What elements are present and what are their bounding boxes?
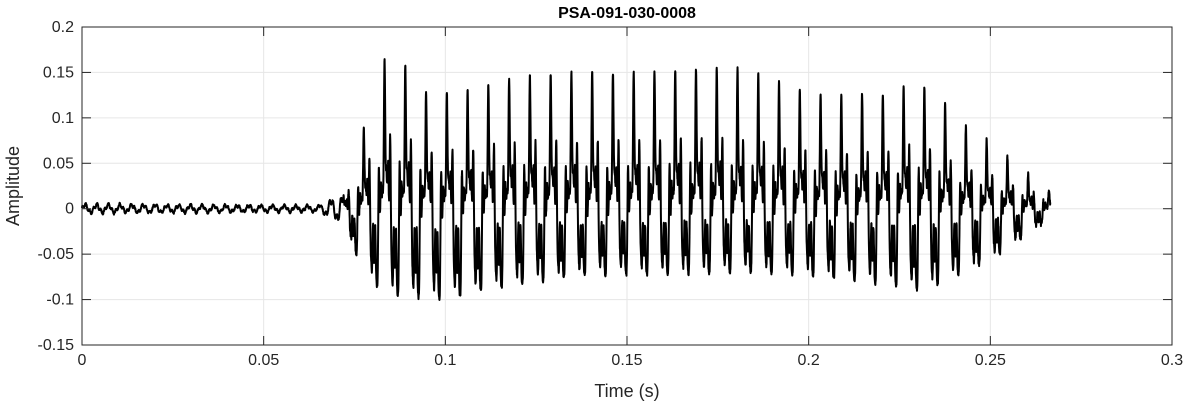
waveform-line xyxy=(81,58,1052,301)
x-tick-label: 0.3 xyxy=(1161,352,1183,369)
x-axis-ticks: 0 0.05 0.1 0.15 0.2 0.25 0.3 xyxy=(78,27,1183,369)
y-tick-label: 0.15 xyxy=(43,64,74,81)
x-tick-label: 0.15 xyxy=(611,352,642,369)
y-axis-label: Amplitude xyxy=(3,146,23,226)
y-tick-label: -0.15 xyxy=(38,337,75,354)
y-tick-label: 0.1 xyxy=(52,110,74,127)
x-tick-label: 0.1 xyxy=(434,352,456,369)
chart-title: PSA-091-030-0008 xyxy=(558,5,696,22)
y-tick-label: 0.05 xyxy=(43,155,74,172)
x-axis-label: Time (s) xyxy=(594,381,659,401)
y-tick-label: -0.05 xyxy=(38,246,75,263)
series-layer xyxy=(81,58,1052,301)
y-tick-label: 0.2 xyxy=(52,19,74,36)
x-tick-label: 0 xyxy=(78,352,87,369)
x-tick-label: 0.05 xyxy=(248,352,279,369)
x-tick-label: 0.25 xyxy=(975,352,1006,369)
y-tick-label: 0 xyxy=(65,201,74,218)
y-tick-label: -0.1 xyxy=(46,292,74,309)
y-axis-ticks: -0.15 -0.1 -0.05 0 0.05 0.1 0.15 0.2 xyxy=(38,19,1172,354)
x-tick-label: 0.2 xyxy=(798,352,820,369)
